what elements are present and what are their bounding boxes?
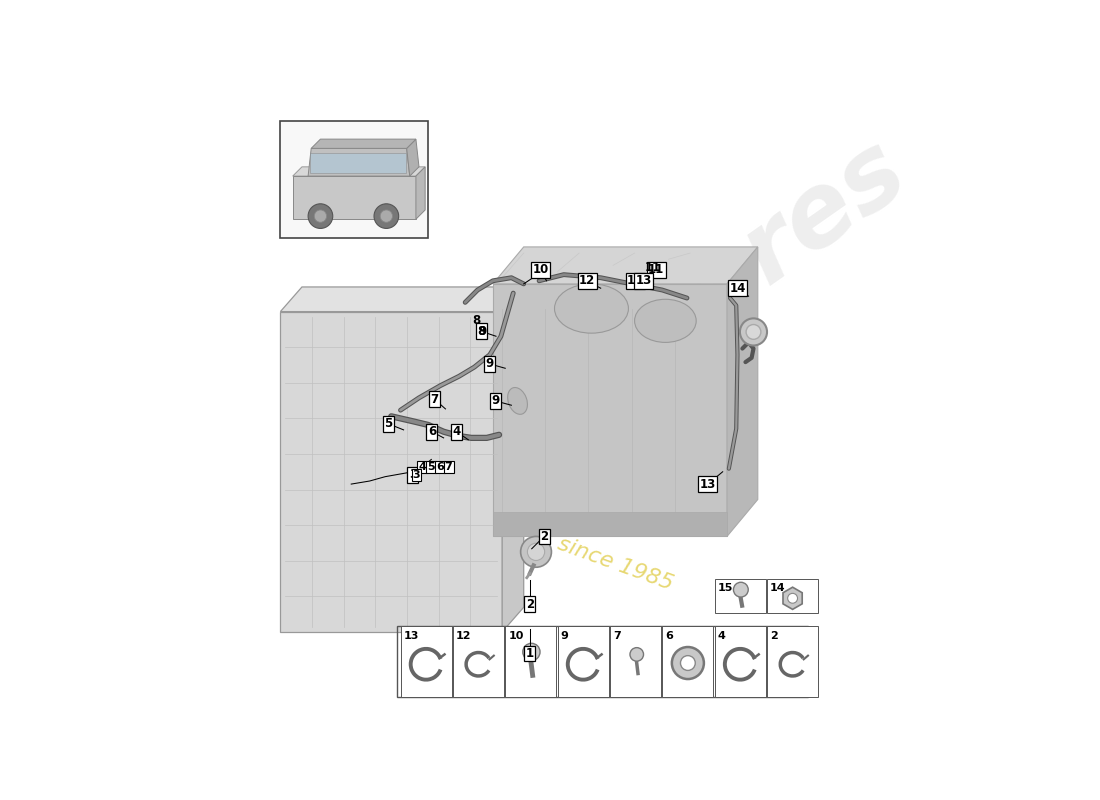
- Polygon shape: [311, 139, 416, 148]
- Text: 13: 13: [404, 630, 419, 641]
- Polygon shape: [783, 587, 802, 610]
- Polygon shape: [293, 176, 416, 219]
- Text: 8: 8: [477, 325, 485, 338]
- Bar: [505, 626, 557, 697]
- Text: 7: 7: [613, 630, 620, 641]
- Circle shape: [527, 543, 544, 561]
- Text: 2: 2: [540, 530, 548, 543]
- Circle shape: [681, 656, 695, 670]
- Text: 10: 10: [508, 630, 524, 641]
- Text: 7: 7: [444, 462, 452, 472]
- Bar: [280, 121, 428, 238]
- Text: 6: 6: [428, 426, 436, 438]
- Circle shape: [746, 325, 761, 339]
- Circle shape: [630, 648, 644, 661]
- Text: 4: 4: [452, 426, 461, 438]
- Text: a passion for parts since 1985: a passion for parts since 1985: [353, 460, 675, 594]
- Polygon shape: [280, 287, 524, 311]
- Text: 11: 11: [648, 263, 664, 276]
- Text: 2: 2: [770, 630, 778, 641]
- Bar: [715, 626, 766, 697]
- Circle shape: [788, 594, 798, 603]
- Polygon shape: [493, 247, 758, 284]
- Bar: [767, 626, 818, 697]
- Text: 8: 8: [472, 314, 481, 327]
- Text: 12: 12: [627, 274, 644, 287]
- Polygon shape: [493, 512, 727, 537]
- Ellipse shape: [554, 284, 628, 333]
- Bar: [662, 626, 714, 697]
- Bar: [400, 626, 452, 697]
- Polygon shape: [308, 148, 409, 176]
- Circle shape: [522, 643, 540, 661]
- Ellipse shape: [508, 387, 527, 414]
- Text: 5: 5: [427, 462, 434, 472]
- Bar: [453, 626, 504, 697]
- Bar: [767, 579, 818, 614]
- Ellipse shape: [635, 299, 696, 342]
- Text: 15: 15: [717, 583, 733, 593]
- Polygon shape: [293, 167, 425, 176]
- Text: 3: 3: [409, 468, 417, 482]
- Text: 2: 2: [526, 598, 534, 610]
- Circle shape: [374, 204, 398, 229]
- Text: 1: 1: [526, 647, 534, 660]
- Text: 6: 6: [436, 462, 444, 472]
- Text: eurospares: eurospares: [351, 122, 925, 563]
- Text: 12: 12: [455, 630, 472, 641]
- Text: 11: 11: [645, 261, 661, 274]
- Polygon shape: [493, 284, 727, 537]
- Polygon shape: [502, 287, 524, 632]
- Circle shape: [520, 537, 551, 567]
- Text: 4: 4: [418, 462, 426, 472]
- Bar: [609, 626, 661, 697]
- Circle shape: [308, 204, 332, 229]
- Text: 9: 9: [478, 325, 486, 338]
- Text: 13: 13: [636, 274, 652, 287]
- Circle shape: [381, 210, 393, 222]
- Circle shape: [740, 318, 767, 346]
- Circle shape: [315, 210, 327, 222]
- Text: 9: 9: [561, 630, 569, 641]
- Text: 5: 5: [384, 418, 393, 430]
- Text: 7: 7: [430, 393, 439, 406]
- Text: 12: 12: [579, 274, 595, 287]
- Text: 9: 9: [486, 358, 494, 370]
- Text: 9: 9: [492, 394, 499, 407]
- Text: 4: 4: [717, 630, 726, 641]
- Circle shape: [672, 647, 704, 679]
- Text: 14: 14: [729, 282, 746, 294]
- Polygon shape: [727, 247, 758, 537]
- Text: 3: 3: [412, 470, 420, 480]
- Bar: [558, 626, 608, 697]
- Circle shape: [734, 582, 748, 597]
- Text: 13: 13: [700, 478, 716, 490]
- Text: 10: 10: [532, 263, 549, 276]
- Polygon shape: [280, 311, 502, 632]
- Polygon shape: [310, 153, 406, 173]
- Polygon shape: [407, 139, 419, 176]
- Bar: [397, 626, 807, 697]
- Bar: [715, 579, 766, 614]
- Text: 14: 14: [770, 583, 785, 593]
- Text: 6: 6: [666, 630, 673, 641]
- Polygon shape: [416, 167, 425, 219]
